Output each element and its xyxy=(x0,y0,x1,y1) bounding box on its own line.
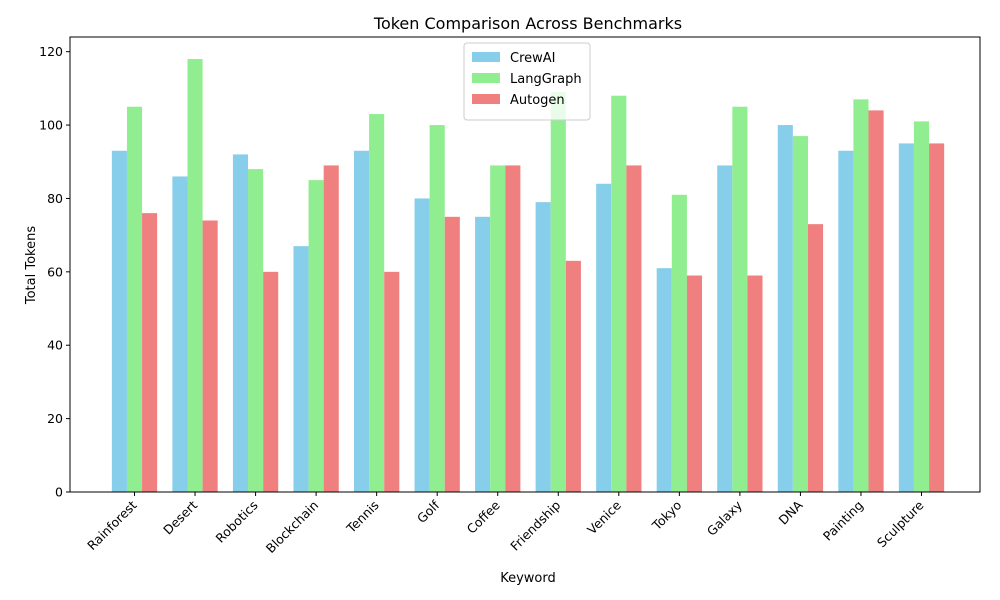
y-axis-label: Total Tokens xyxy=(24,226,39,305)
bar-crewai-rainforest xyxy=(111,150,127,492)
bar-crewai-tennis xyxy=(354,150,370,492)
bar-langgraph-galaxy xyxy=(732,106,748,492)
bar-langgraph-rainforest xyxy=(126,106,143,492)
y-tick-label: 20 xyxy=(47,411,63,426)
bar-crewai-tokyo xyxy=(656,268,672,492)
bar-crewai-friendship xyxy=(535,202,551,492)
bar-crewai-venice xyxy=(596,183,612,492)
x-tick-label-sculpture: Sculpture xyxy=(874,497,927,550)
bar-langgraph-tokyo xyxy=(671,194,687,492)
x-axis-label: Keyword xyxy=(500,571,556,586)
x-tick-label-coffee: Coffee xyxy=(464,497,503,536)
legend-label-crewai: CrewAI xyxy=(510,51,556,66)
x-tick-label-tennis: Tennis xyxy=(343,498,382,537)
y-tick-label: 0 xyxy=(55,485,63,500)
x-tick-label-galaxy: Galaxy xyxy=(704,497,746,539)
x-tick-label-painting: Painting xyxy=(820,498,866,544)
bar-autogen-venice xyxy=(626,165,642,492)
bar-crewai-blockchain xyxy=(293,246,309,492)
x-tick-label-friendship: Friendship xyxy=(507,497,563,553)
bar-crewai-dna xyxy=(777,125,793,492)
bar-langgraph-blockchain xyxy=(308,180,324,492)
bar-autogen-painting xyxy=(868,110,884,492)
bar-autogen-galaxy xyxy=(747,275,763,492)
y-tick-label: 120 xyxy=(39,44,63,59)
bar-crewai-painting xyxy=(838,150,854,492)
bar-langgraph-tennis xyxy=(369,114,385,492)
bar-autogen-tennis xyxy=(384,271,400,492)
y-tick-label: 60 xyxy=(47,264,63,279)
y-tick-label: 100 xyxy=(39,118,63,133)
legend-label-autogen: Autogen xyxy=(510,93,565,108)
bar-autogen-rainforest xyxy=(142,213,158,492)
legend: CrewAI LangGraph Autogen xyxy=(463,42,591,121)
bar-autogen-coffee xyxy=(505,165,521,492)
legend-swatch-crewai xyxy=(472,52,500,62)
bar-crewai-sculpture xyxy=(898,143,914,492)
x-tick-label-blockchain: Blockchain xyxy=(263,498,321,556)
bar-crewai-golf xyxy=(414,198,430,492)
y-tick-label: 80 xyxy=(47,191,63,206)
x-tick-label-robotics: Robotics xyxy=(213,498,261,546)
bar-autogen-tokyo xyxy=(686,275,702,492)
bar-langgraph-robotics xyxy=(248,169,264,492)
y-tick-label: 40 xyxy=(47,338,63,353)
x-tick-label-dna: DNA xyxy=(775,497,805,527)
chart-title: Token Comparison Across Benchmarks xyxy=(373,14,682,33)
bar-crewai-robotics xyxy=(232,154,249,493)
x-tick-label-rainforest: Rainforest xyxy=(84,497,140,553)
plot-frame xyxy=(69,36,981,493)
bar-crewai-desert xyxy=(172,176,188,492)
x-tick-label-tokyo: Tokyo xyxy=(648,498,684,534)
bar-autogen-sculpture xyxy=(929,143,945,492)
bar-langgraph-coffee xyxy=(490,165,506,492)
bar-autogen-robotics xyxy=(263,271,279,492)
x-tick-label-desert: Desert xyxy=(160,497,200,537)
bar-langgraph-desert xyxy=(187,59,203,493)
bar-langgraph-dna xyxy=(792,136,808,492)
bar-langgraph-venice xyxy=(611,95,627,493)
legend-swatch-langgraph xyxy=(472,73,500,83)
bar-crewai-coffee xyxy=(475,216,491,493)
bar-langgraph-friendship xyxy=(550,92,566,492)
legend-label-langgraph: LangGraph xyxy=(510,72,582,87)
legend-swatch-autogen xyxy=(472,94,500,104)
bar-autogen-friendship xyxy=(565,260,581,492)
bar-langgraph-golf xyxy=(429,125,445,492)
x-tick-label-golf: Golf xyxy=(414,497,443,526)
x-tick-label-venice: Venice xyxy=(584,497,624,537)
bar-autogen-golf xyxy=(444,216,460,493)
bar-langgraph-painting xyxy=(853,99,869,492)
bar-langgraph-sculpture xyxy=(913,121,930,493)
bar-autogen-desert xyxy=(202,220,218,492)
bar-crewai-galaxy xyxy=(717,165,733,492)
bar-autogen-blockchain xyxy=(323,165,339,492)
bar-autogen-dna xyxy=(807,224,824,492)
